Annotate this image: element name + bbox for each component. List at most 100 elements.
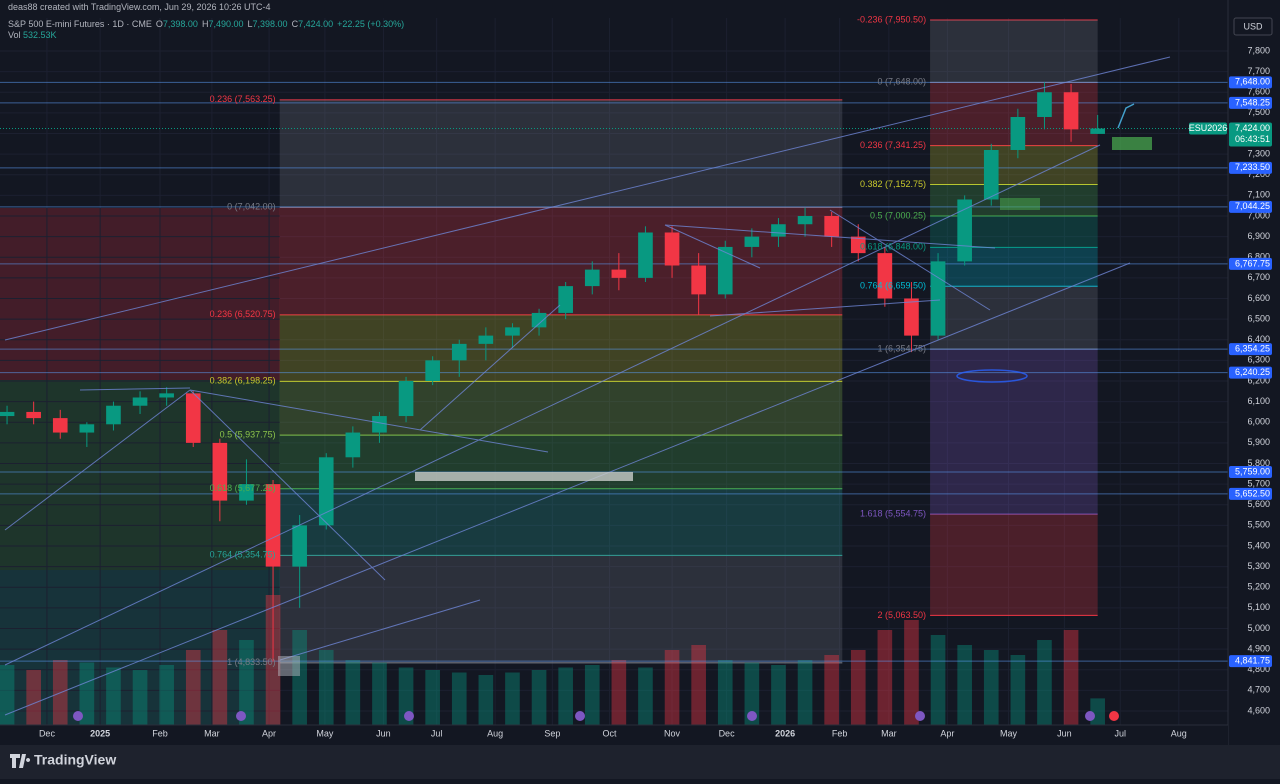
event-icon (236, 711, 246, 721)
zone (0, 208, 280, 380)
fib-zone (279, 555, 843, 663)
price-tag-label: 7,548.25 (1235, 97, 1270, 107)
brush (1117, 103, 1135, 129)
volume-bar (212, 630, 228, 725)
fib-label: 0.236 (7,341.25) (860, 140, 926, 150)
trend-line (4, 262, 1131, 716)
last-price-tag (1229, 122, 1272, 147)
trend-line (4, 389, 191, 531)
trend-line (4, 56, 1171, 341)
y-tick-label: 6,500 (1247, 313, 1270, 323)
fib-label: 1.618 (5,554.75) (860, 508, 926, 518)
volume-bar (0, 665, 15, 725)
fib-zone (930, 349, 1098, 515)
fib-zone (279, 99, 843, 208)
y-tick-label: 7,500 (1247, 107, 1270, 117)
candle-body (318, 457, 334, 526)
candle-body (691, 265, 706, 295)
y-tick-label: 5,300 (1247, 561, 1270, 571)
x-tick-label: Apr (262, 728, 276, 738)
price-tag (1229, 161, 1272, 174)
volume-bar (957, 645, 972, 725)
x-tick-label: May (316, 728, 334, 738)
fib-label: 0.764 (5,354.75) (210, 550, 276, 560)
price-tag-label: 5,652.50 (1235, 488, 1270, 498)
y-tick-label: 5,800 (1247, 458, 1270, 468)
candle-body (717, 246, 733, 295)
price-tag-label: 6,354.25 (1235, 344, 1270, 354)
volume-bar (824, 655, 839, 725)
volume-bar (930, 635, 946, 725)
price-tag-label: 7,648.00 (1235, 77, 1270, 87)
volume-bar (850, 650, 866, 725)
trend-line (829, 209, 991, 311)
fib-zone (930, 145, 1098, 185)
fib-label: 0.5 (7,000.25) (870, 210, 926, 220)
rectangle (1112, 137, 1152, 150)
y-tick-label: 7,100 (1247, 190, 1270, 200)
candle-body (79, 424, 95, 433)
y-tick-label: 7,000 (1247, 210, 1270, 220)
volume-bar (185, 650, 201, 725)
y-tick-label: 6,300 (1247, 355, 1270, 365)
fib-label: 0.236 (7,563.25) (210, 94, 276, 104)
candle-body (478, 335, 494, 344)
volume-bar (1037, 640, 1052, 725)
footer (0, 745, 1280, 779)
trend-line (4, 144, 1101, 666)
rectangle (415, 472, 633, 481)
event-icon (73, 711, 83, 721)
volume-bar (318, 650, 334, 725)
candle-body (824, 215, 839, 237)
ellipse (956, 369, 1028, 383)
candle-body (239, 484, 254, 501)
event-icon (575, 711, 585, 721)
volume-bar (877, 630, 893, 725)
candle-body (292, 525, 307, 567)
fib-zone (279, 488, 843, 556)
y-tick-label: 5,400 (1247, 540, 1270, 550)
volume-bar (79, 662, 95, 725)
volume-bar (717, 660, 733, 725)
rectangle (1000, 198, 1040, 210)
price-tag-label: 7,044.25 (1235, 201, 1270, 211)
fib-label: 0.236 (6,520.75) (210, 309, 276, 319)
y-tick-label: 6,800 (1247, 252, 1270, 262)
volume-bar (1090, 698, 1105, 725)
price-tag (1229, 257, 1272, 270)
candle-body (212, 442, 228, 501)
y-tick-label: 6,900 (1247, 231, 1270, 241)
fib-zone (930, 215, 1098, 248)
volume-bar (584, 665, 600, 725)
y-tick-label: 5,600 (1247, 499, 1270, 509)
x-tick-label: May (1000, 728, 1018, 738)
fib-label: 0.382 (7,152.75) (860, 179, 926, 189)
candle-body (797, 215, 813, 225)
candle-body (1063, 92, 1079, 130)
volume-bar (398, 667, 414, 725)
trend-line (419, 304, 561, 431)
currency-box[interactable] (1233, 17, 1273, 36)
volume-bar (611, 660, 627, 725)
x-tick-label: Aug (1171, 728, 1187, 738)
last-price-label: 7,424.00 (1235, 123, 1270, 133)
event-icon (1085, 711, 1095, 721)
x-tick-label: Dec (39, 728, 56, 738)
y-tick-label: 5,200 (1247, 582, 1270, 592)
fib-zone (930, 247, 1098, 287)
x-tick-label: Nov (664, 728, 681, 738)
candle-body (1090, 128, 1105, 134)
x-tick-label: Jun (376, 728, 391, 738)
y-tick-label: 4,700 (1247, 685, 1270, 695)
y-tick-label: 7,700 (1247, 66, 1270, 76)
candle-body (345, 432, 361, 458)
event-icon (404, 711, 414, 721)
y-tick-label: 4,800 (1247, 664, 1270, 674)
candle-body (372, 416, 387, 433)
volume-bar (797, 660, 813, 725)
y-tick-label: 4,600 (1247, 705, 1270, 715)
x-tick-label: Jul (431, 728, 443, 738)
volume-bar (983, 650, 999, 725)
x-tick-label: Feb (832, 728, 848, 738)
